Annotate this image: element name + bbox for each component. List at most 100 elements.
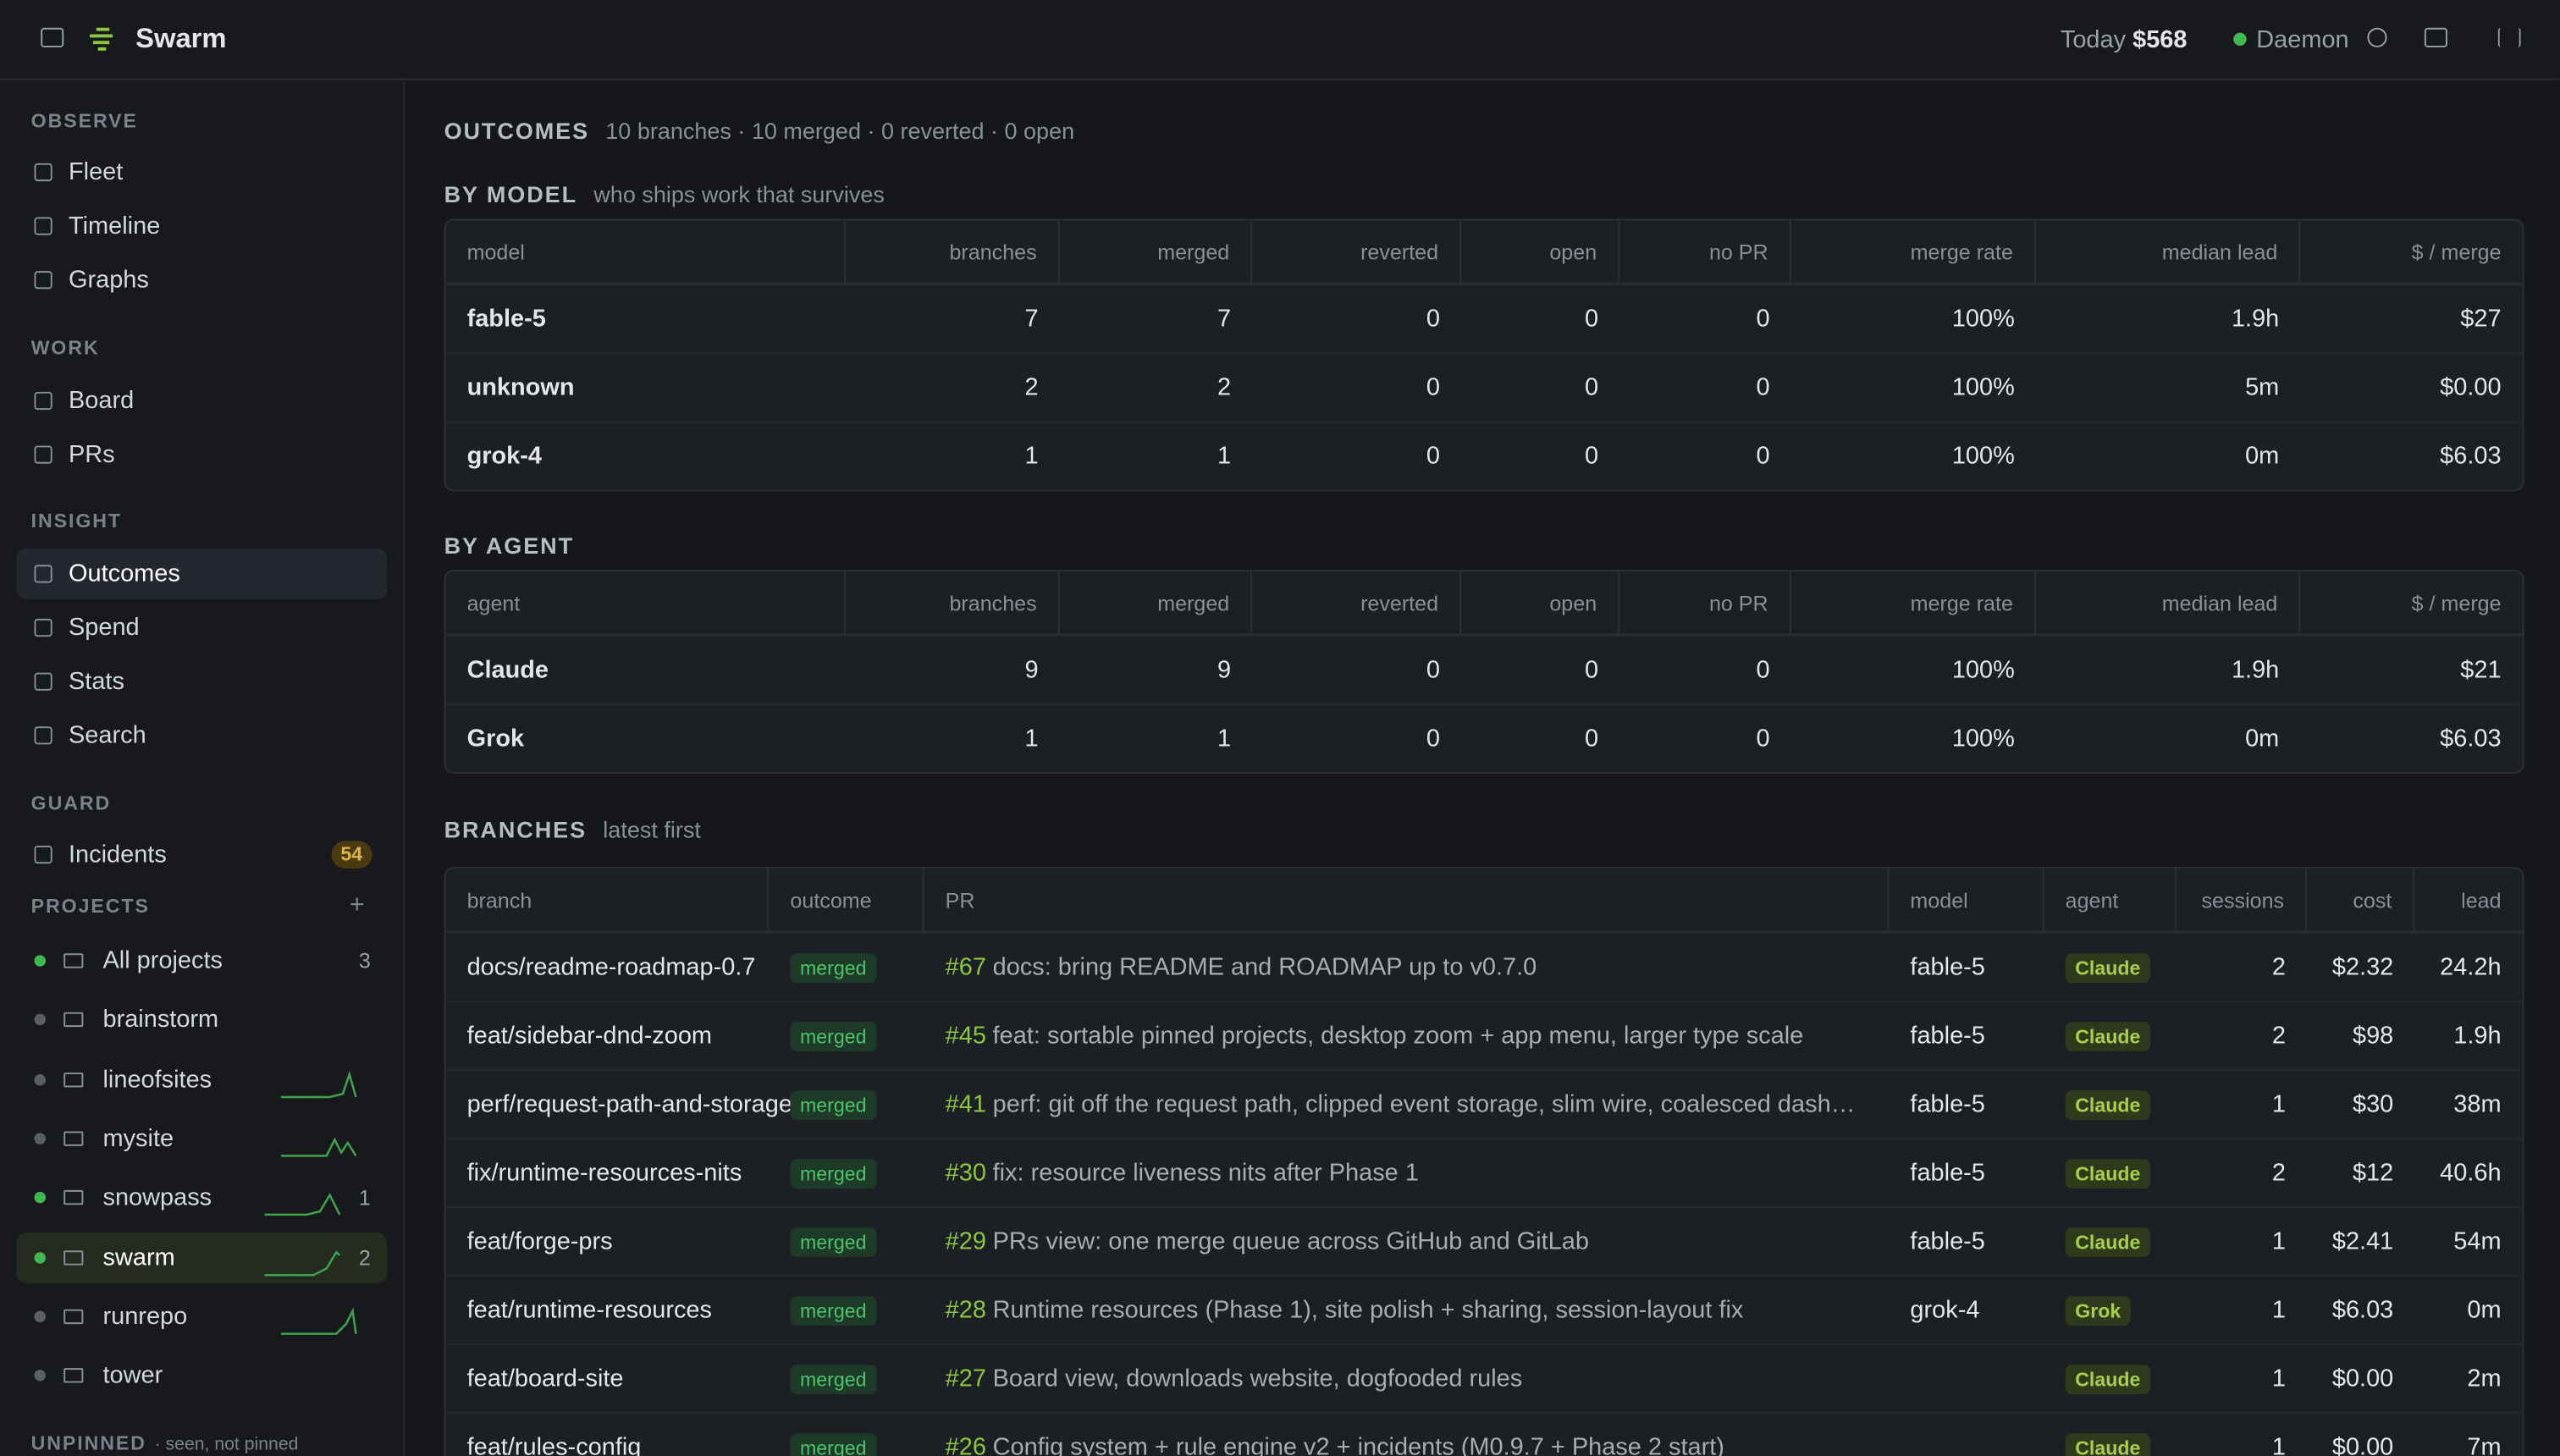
collapse-button[interactable] [41, 27, 64, 47]
branch-row[interactable]: fix/runtime-resources-nits merged #30 fix: … [445, 1138, 2523, 1206]
branch-name: feat/runtime-resources [445, 1275, 770, 1343]
daemon-label[interactable]: Daemon [2256, 25, 2349, 54]
nav-item[interactable]: Board [16, 376, 387, 427]
pr-number[interactable]: #41 [945, 1090, 986, 1119]
incident-badge: 54 [330, 841, 372, 869]
column-header[interactable]: $ / merge [2300, 220, 2523, 284]
table-row[interactable]: grok-4 1 1 0 0 0 100% 0m $6.03 [445, 421, 2523, 490]
project-status [34, 1073, 46, 1085]
nav-item[interactable]: Outcomes [16, 548, 388, 599]
project-count: 3 [358, 948, 371, 973]
column-header[interactable]: $ / merge [2300, 571, 2523, 636]
project-item[interactable]: All projects 3 [16, 935, 387, 986]
column-header[interactable]: model [445, 220, 846, 284]
branch-row[interactable]: feat/sidebar-dnd-zoom merged #45 feat: sort… [445, 1001, 2523, 1069]
lead-cell: 2m [2414, 1343, 2523, 1412]
section-subtitle: who ships work that survives [593, 181, 885, 207]
column-header[interactable]: branch [445, 868, 770, 933]
project-status [34, 1133, 46, 1144]
nav-item[interactable]: Spend [16, 603, 387, 654]
pr-number[interactable]: #45 [945, 1022, 986, 1051]
column-header[interactable]: open [1461, 220, 1620, 284]
project-item[interactable]: lineofsites [16, 1054, 387, 1105]
chat-button[interactable] [2424, 27, 2447, 47]
pr-cell[interactable]: #30 fix: resource liveness nits after Pha… [924, 1138, 1890, 1206]
pr-cell[interactable]: #41 perf: git off the request path, clipp… [924, 1069, 1890, 1138]
project-item[interactable]: tower [16, 1350, 387, 1401]
branch-row[interactable]: feat/board-site merged #27 Board view, down… [445, 1343, 2523, 1412]
pr-number[interactable]: #27 [945, 1365, 986, 1393]
branch-row[interactable]: feat/rules-config merged #26 Config system … [445, 1412, 2523, 1456]
project-item[interactable]: runrepo [16, 1291, 387, 1342]
pr-cell[interactable]: #67 docs: bring README and ROADMAP up to … [924, 932, 1890, 1001]
search-button[interactable] [2367, 27, 2387, 47]
pr-number[interactable]: #67 [945, 953, 986, 982]
pr-cell[interactable]: #27 Board view, downloads website, dogfoo… [924, 1343, 1890, 1412]
project-status [34, 1251, 46, 1263]
agent-badge: Claude [2065, 952, 2150, 983]
pr-number[interactable]: #29 [945, 1227, 986, 1256]
column-header[interactable]: model [1889, 868, 2044, 933]
agent-cell: Claude [2044, 1138, 2177, 1206]
pr-number[interactable]: #30 [945, 1159, 986, 1188]
column-header[interactable]: open [1461, 571, 1620, 636]
add-project-button[interactable]: + [349, 891, 365, 919]
table-row[interactable]: unknown 2 2 0 0 0 100% 5m $0.00 [445, 352, 2523, 422]
column-header[interactable]: sessions [2176, 868, 2308, 933]
table-row[interactable]: Claude 9 9 0 0 0 100% 1.9h $21 [445, 635, 2523, 703]
lead-cell: 7m [2414, 1412, 2523, 1456]
pr-number[interactable]: #28 [945, 1296, 986, 1325]
nav-item[interactable]: Timeline [16, 201, 387, 251]
sessions-cell: 1 [2176, 1206, 2308, 1275]
nav-item[interactable]: Graphs [16, 255, 387, 306]
pr-cell[interactable]: #28 Runtime resources (Phase 1), site pol… [924, 1275, 1890, 1343]
project-item[interactable]: brainstorm [16, 995, 387, 1045]
project-item[interactable]: swarm 2 [16, 1232, 388, 1282]
column-header[interactable]: merged [1059, 220, 1253, 284]
pr-cell[interactable]: #26 Config system + rule engine v2 + inci… [924, 1412, 1890, 1456]
column-header[interactable]: median lead [2035, 571, 2301, 636]
outcome-cell: merged [769, 1206, 924, 1275]
column-header[interactable]: cost [2307, 868, 2415, 933]
branch-row[interactable]: feat/forge-prs merged #29 PRs view: one mer… [445, 1206, 2523, 1275]
table-row[interactable]: Grok 1 1 0 0 0 100% 0m $6.03 [445, 703, 2523, 772]
pr-cell[interactable]: #29 PRs view: one merge queue across GitH… [924, 1206, 1890, 1275]
table-row[interactable]: fable-5 7 7 0 0 0 100% 1.9h $27 [445, 284, 2523, 353]
column-header[interactable]: lead [2414, 869, 2523, 933]
column-header[interactable]: outcome [769, 868, 924, 933]
column-header[interactable]: no PR [1619, 571, 1791, 636]
column-header[interactable]: PR [924, 868, 1890, 933]
column-header[interactable]: no PR [1619, 220, 1791, 284]
nav-item[interactable]: Stats [16, 656, 387, 707]
branch-row[interactable]: docs/readme-roadmap-0.7 merged #67 docs: br… [445, 932, 2523, 1001]
daemon-status [2233, 32, 2247, 46]
column-header[interactable]: agent [2044, 868, 2177, 933]
column-header[interactable]: merged [1059, 571, 1253, 636]
nav-icon [34, 726, 52, 745]
pr-cell[interactable]: #45 feat: sortable pinned projects, deskt… [924, 1001, 1890, 1069]
column-header[interactable]: branches [845, 571, 1060, 636]
nav-item[interactable]: Incidents 54 [16, 830, 387, 880]
nav-item[interactable]: Fleet [16, 147, 387, 198]
table-cell: 1.9h [2035, 284, 2301, 353]
column-header[interactable]: agent [445, 571, 846, 636]
project-item[interactable]: mysite [16, 1113, 387, 1164]
table-cell: 0 [1461, 421, 1620, 490]
table-cell: 7 [845, 284, 1060, 353]
settings-button[interactable] [2497, 27, 2521, 47]
branch-name: feat/rules-config [445, 1412, 770, 1456]
nav-item[interactable]: Search [16, 710, 387, 761]
column-header[interactable]: median lead [2035, 220, 2301, 284]
column-header[interactable]: merge rate [1790, 571, 2036, 636]
column-header[interactable]: reverted [1252, 220, 1462, 284]
nav-item[interactable]: PRs [16, 429, 387, 480]
branch-row[interactable]: perf/request-path-and-storage merged #41 pe… [445, 1069, 2523, 1138]
branch-row[interactable]: feat/runtime-resources merged #28 Runtime r… [445, 1275, 2523, 1343]
sessions-cell: 1 [2176, 1343, 2308, 1412]
agent-badge: Claude [2065, 1021, 2150, 1051]
pr-number[interactable]: #26 [945, 1433, 986, 1456]
column-header[interactable]: merge rate [1790, 220, 2036, 284]
column-header[interactable]: reverted [1252, 571, 1462, 636]
project-item[interactable]: snowpass 1 [16, 1172, 387, 1223]
column-header[interactable]: branches [845, 220, 1060, 284]
